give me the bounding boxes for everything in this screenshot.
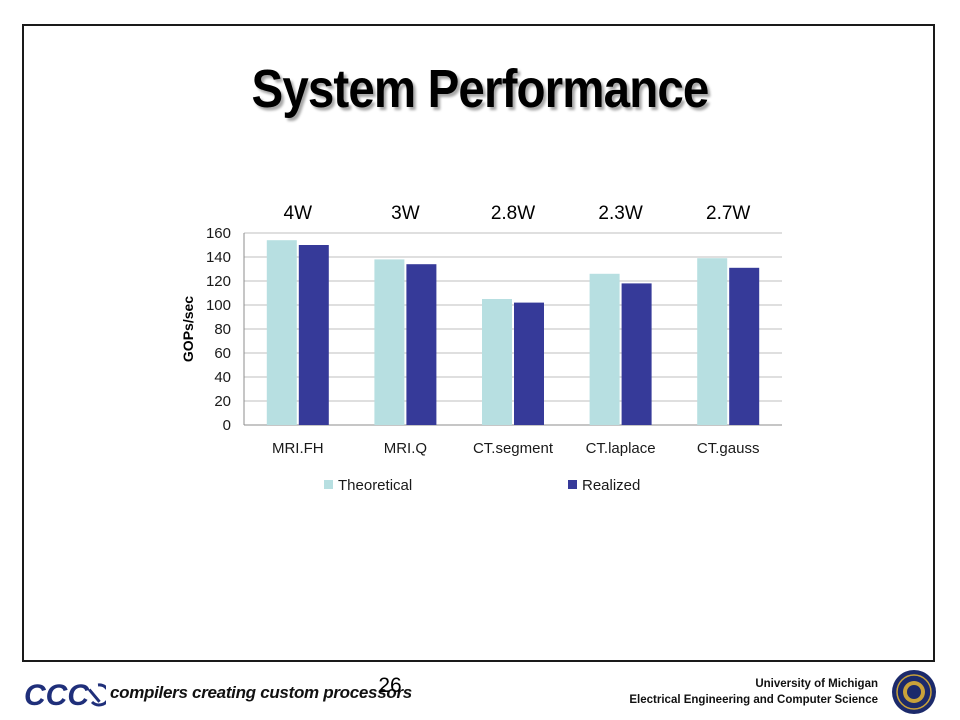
x-tick-label: CT.laplace (586, 440, 656, 457)
university-block: University of Michigan Electrical Engine… (629, 676, 878, 708)
power-annotation: 2.7W (706, 203, 750, 224)
power-annotation: 3W (391, 203, 420, 224)
x-tick-label: MRI.Q (384, 440, 427, 457)
power-annotation: 2.3W (598, 203, 642, 224)
bar-realized (621, 283, 652, 425)
slide-title: System Performance (251, 59, 710, 119)
x-tick-label: MRI.FH (272, 440, 324, 457)
ccc-logo: CCC (24, 679, 106, 710)
bar-realized (406, 264, 437, 425)
bar-realized (298, 245, 329, 425)
power-annotation: 4W (284, 203, 313, 224)
bar-theoretical (697, 258, 728, 425)
y-tick-label: 120 (206, 273, 231, 290)
y-tick-label: 140 (206, 249, 231, 266)
department-name: Electrical Engineering and Computer Scie… (629, 694, 878, 706)
bar-theoretical (374, 259, 405, 425)
tagline: compilers creating custom processors (110, 683, 412, 702)
y-tick-label: 40 (214, 369, 231, 386)
x-tick-label: CT.segment (473, 440, 554, 457)
legend-label: Realized (582, 477, 640, 494)
y-tick-label: 0 (223, 417, 231, 434)
bar-theoretical (482, 299, 512, 425)
y-tick-label: 100 (206, 297, 231, 314)
y-tick-label: 160 (206, 225, 231, 242)
y-tick-label: 20 (214, 393, 231, 410)
power-annotation: 2.8W (491, 203, 535, 224)
university-name: University of Michigan (755, 678, 878, 690)
hammer-sickle-icon (88, 683, 106, 707)
legend-swatch-realized (568, 480, 577, 489)
bar-realized (729, 267, 760, 425)
bar-theoretical (266, 240, 297, 425)
y-axis-title: GOPs/sec (180, 296, 196, 362)
bar-realized (514, 302, 544, 425)
y-tick-label: 80 (214, 321, 231, 338)
page-number: 26 (378, 674, 402, 697)
university-seal-icon (892, 670, 936, 714)
bar-theoretical (589, 273, 620, 425)
legend-swatch-theoretical (324, 480, 333, 489)
x-tick-label: CT.gauss (697, 440, 760, 457)
legend-label: Theoretical (338, 477, 412, 494)
slide-frame (22, 24, 935, 662)
footer: CCC compilers creating custom processors… (0, 664, 960, 720)
ccc-logo-text: CCC (24, 679, 90, 710)
y-tick-label: 60 (214, 345, 231, 362)
